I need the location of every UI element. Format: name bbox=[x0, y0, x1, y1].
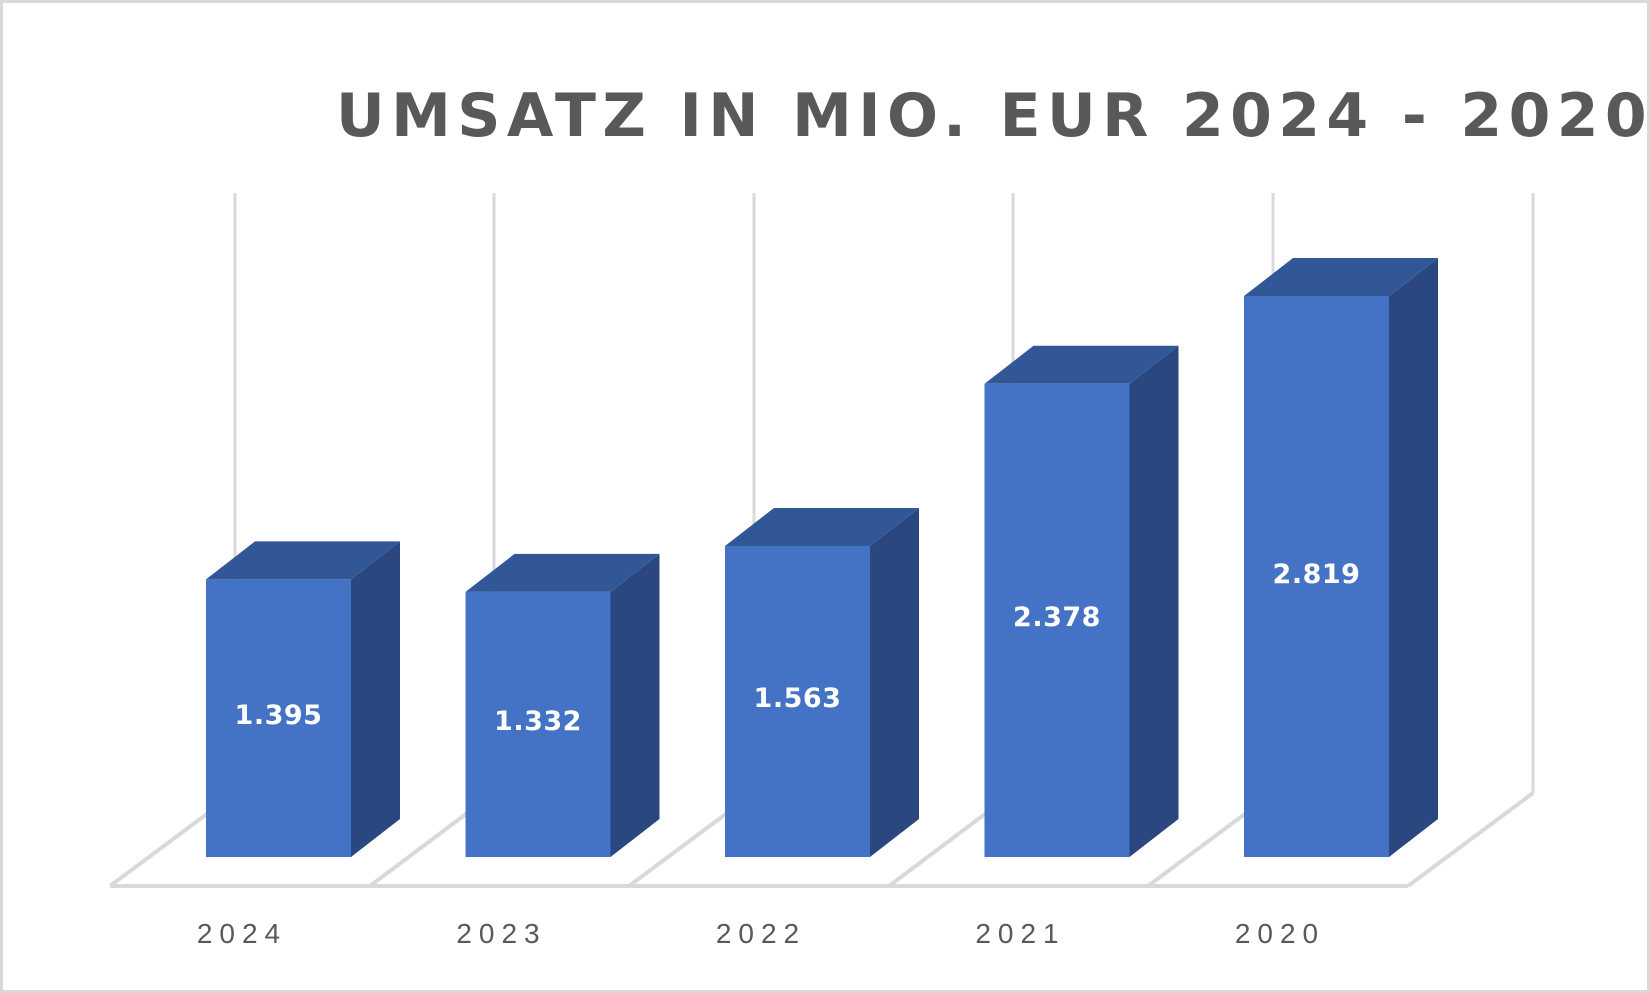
data-label: 2.819 bbox=[1272, 558, 1361, 590]
data-label: 2.378 bbox=[1013, 602, 1101, 634]
x-axis-label: 2023 bbox=[456, 918, 547, 949]
bar-2022 bbox=[725, 507, 919, 857]
bar-2024 bbox=[206, 541, 400, 857]
bar-2023 bbox=[465, 553, 660, 857]
x-axis-label: 2024 bbox=[196, 918, 288, 949]
chart-title: UMSATZ IN MIO. EUR 2024 - 2020 bbox=[336, 81, 1650, 151]
x-axis-label: 2022 bbox=[715, 918, 807, 949]
data-label: 1.395 bbox=[234, 700, 323, 732]
bar-2021 bbox=[984, 345, 1179, 857]
data-label: 1.332 bbox=[494, 706, 582, 738]
data-label: 1.563 bbox=[753, 683, 842, 715]
x-axis-label: 2021 bbox=[975, 918, 1066, 949]
bar-2020 bbox=[1244, 258, 1438, 857]
x-axis-label: 2020 bbox=[1234, 918, 1326, 949]
bars bbox=[206, 258, 1438, 857]
